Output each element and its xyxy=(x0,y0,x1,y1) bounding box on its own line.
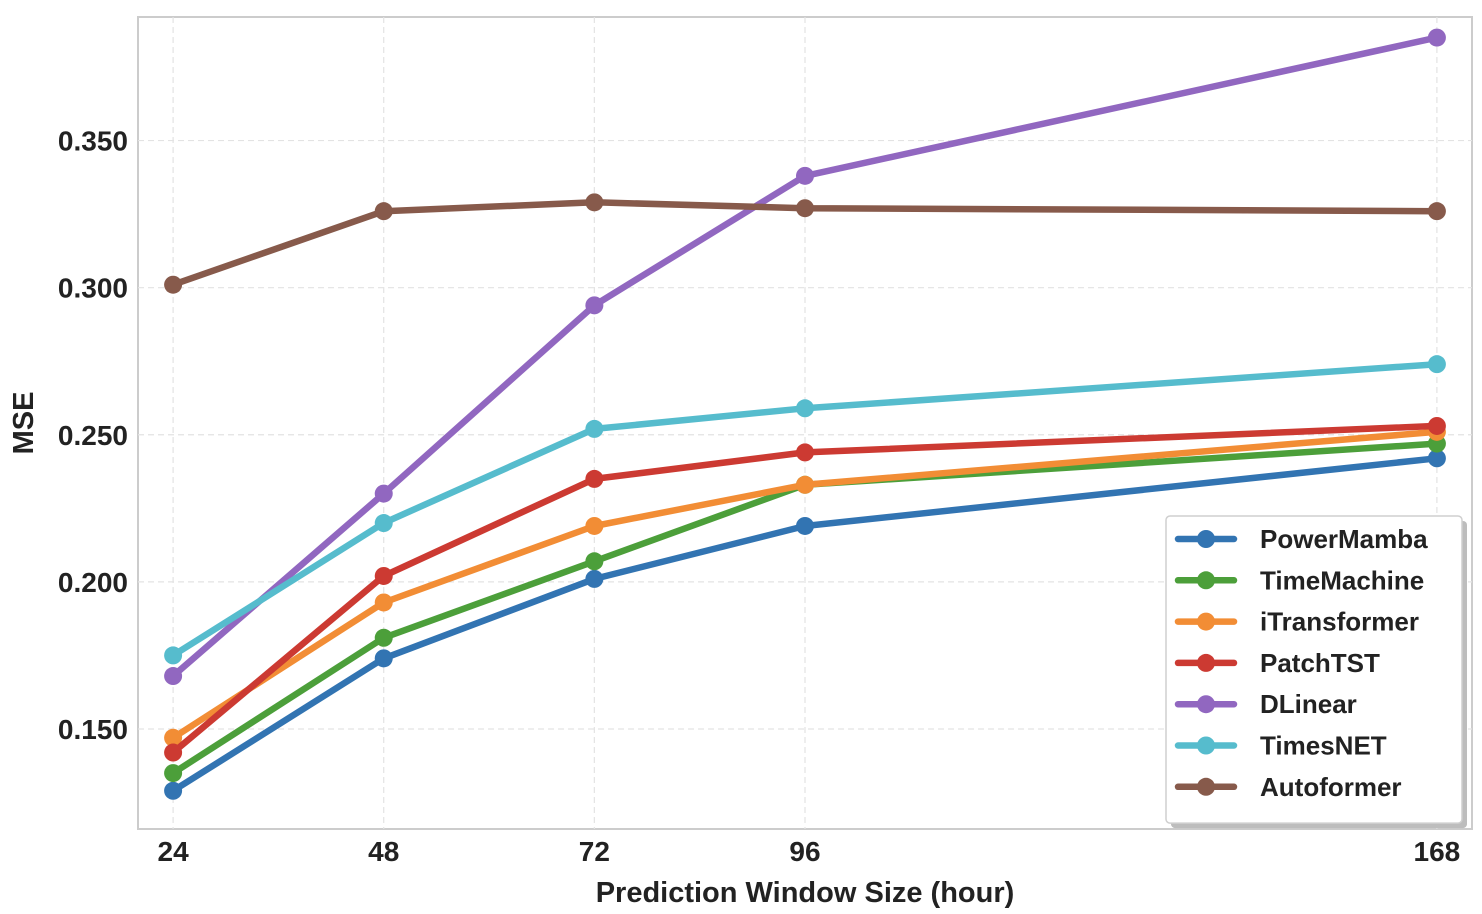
y-tick-label: 0.250 xyxy=(58,420,128,451)
data-point xyxy=(796,443,814,462)
data-point xyxy=(164,728,183,747)
data-point xyxy=(1427,416,1446,435)
series-layer xyxy=(164,28,1446,800)
legend-label: TimeMachine xyxy=(1260,565,1424,595)
legend-label: PowerMamba xyxy=(1260,524,1428,554)
legend-box xyxy=(1165,515,1463,824)
y-tick-label: 0.150 xyxy=(58,714,128,745)
series-timesnet xyxy=(164,355,1446,665)
data-point xyxy=(1427,449,1446,468)
data-point xyxy=(164,667,183,686)
data-point xyxy=(374,628,393,647)
series-autoformer xyxy=(164,193,1446,294)
x-tick-labels: 24 48 72 96 168 xyxy=(158,836,1461,867)
data-point xyxy=(374,202,393,221)
legend-label: iTransformer xyxy=(1260,607,1419,637)
y-tick-label: 0.350 xyxy=(58,126,128,157)
legend-item: DLinear xyxy=(1174,689,1357,719)
data-point xyxy=(164,275,183,294)
data-point xyxy=(164,781,183,800)
data-point xyxy=(585,469,604,488)
data-point xyxy=(1427,355,1446,374)
x-tick-label: 48 xyxy=(368,836,399,867)
legend-label: DLinear xyxy=(1260,689,1357,719)
series-powermamba xyxy=(164,449,1446,800)
data-point xyxy=(585,569,604,588)
data-point xyxy=(164,646,183,665)
data-point xyxy=(585,419,604,438)
data-point xyxy=(796,475,814,494)
legend-swatch-marker xyxy=(1197,777,1215,796)
data-point xyxy=(585,193,604,212)
data-point xyxy=(796,516,814,535)
legend: PowerMamba TimeMachine iTransformer PatchTS… xyxy=(1165,515,1467,829)
legend-item: TimesNET xyxy=(1174,731,1387,761)
legend-label: PatchTST xyxy=(1260,648,1380,678)
data-point xyxy=(374,484,393,503)
x-axis-title: Prediction Window Size (hour) xyxy=(596,877,1015,909)
y-tick-label: 0.200 xyxy=(58,567,128,598)
data-point xyxy=(796,399,814,418)
x-tick-label: 168 xyxy=(1414,836,1461,867)
data-point xyxy=(585,296,604,315)
data-point xyxy=(374,566,393,585)
data-point xyxy=(796,199,814,218)
legend-swatch-marker xyxy=(1197,612,1215,631)
legend-swatch-marker xyxy=(1197,530,1215,548)
x-tick-label: 24 xyxy=(158,836,190,867)
legend-item: TimeMachine xyxy=(1174,565,1424,595)
legend-swatch-marker xyxy=(1197,571,1215,590)
legend-item: iTransformer xyxy=(1174,607,1419,637)
legend-label: Autoformer xyxy=(1260,772,1402,802)
series-dlinear xyxy=(164,28,1446,686)
data-point xyxy=(164,764,183,783)
legend-swatch-marker xyxy=(1197,736,1215,755)
x-tick-label: 72 xyxy=(579,836,610,867)
legend-item: PatchTST xyxy=(1174,648,1380,678)
data-point xyxy=(1427,202,1446,221)
legend-item: PowerMamba xyxy=(1174,524,1428,554)
y-tick-label: 0.300 xyxy=(58,273,128,304)
data-point xyxy=(164,743,183,762)
legend-item: Autoformer xyxy=(1174,772,1402,802)
data-point xyxy=(585,552,604,571)
x-tick-label: 96 xyxy=(789,836,820,867)
legend-swatch-marker xyxy=(1197,653,1215,672)
series-patchtst xyxy=(164,416,1446,762)
y-tick-labels: 0.150 0.200 0.250 0.300 0.350 xyxy=(58,126,128,745)
y-axis-title: MSE xyxy=(8,392,40,455)
legend-swatch-marker xyxy=(1197,695,1215,714)
data-point xyxy=(585,516,604,535)
legend-label: TimesNET xyxy=(1260,731,1387,761)
data-point xyxy=(374,514,393,533)
data-point xyxy=(374,593,393,612)
data-point xyxy=(1427,28,1446,47)
data-point xyxy=(796,166,814,185)
data-point xyxy=(374,649,393,668)
